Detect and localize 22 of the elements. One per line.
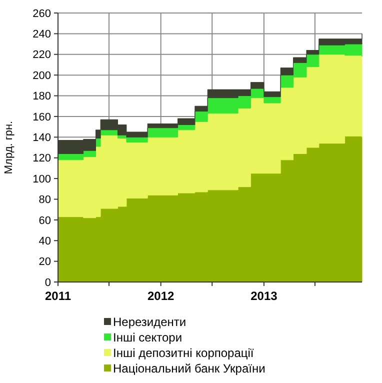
y-tick-label: 0 — [44, 276, 51, 289]
y-tick-label: 80 — [38, 194, 51, 206]
y-tick-label: 140 — [32, 132, 51, 144]
y-tick-label: 120 — [32, 152, 51, 165]
y-tick-label: 260 — [32, 8, 51, 20]
y-tick-label: 160 — [32, 111, 51, 124]
y-tick-label: 60 — [38, 214, 51, 227]
x-tick-label: 2011 — [44, 289, 72, 303]
y-tick-label: 220 — [32, 49, 51, 62]
y-tick-label: 100 — [32, 173, 51, 186]
x-tick-label: 2013 — [250, 289, 278, 303]
y-tick-label: 240 — [32, 28, 51, 41]
x-tick-label: 2012 — [147, 289, 175, 303]
y-tick-label: 40 — [38, 235, 51, 248]
legend-label: Національний банк України — [113, 362, 266, 376]
legend-label: Інші сектори — [113, 330, 182, 345]
y-axis-title: Млрд. грн. — [3, 120, 15, 174]
y-tick-label: 20 — [38, 256, 51, 268]
y-tick-label: 180 — [32, 90, 51, 103]
legend-label: Нерезиденти — [113, 315, 186, 330]
legend-label: Інші депозитні корпорації — [113, 346, 254, 360]
y-tick-label: 200 — [32, 70, 51, 82]
